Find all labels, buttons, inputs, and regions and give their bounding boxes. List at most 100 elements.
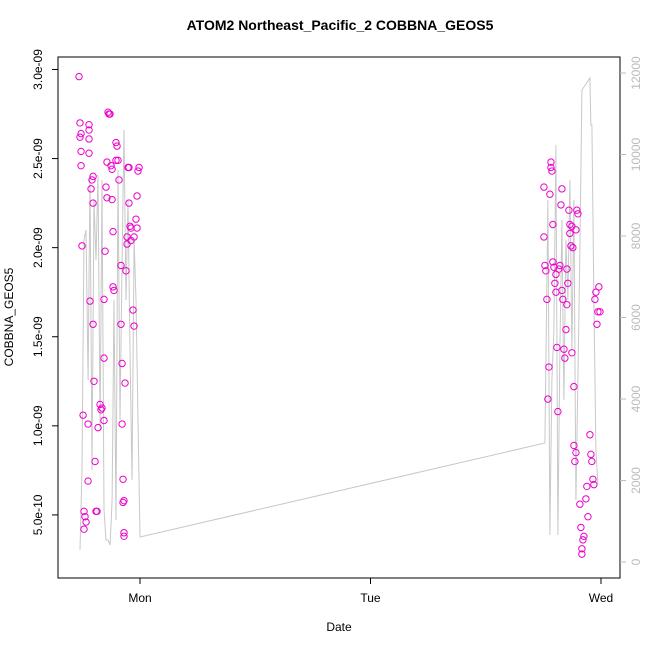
point [98,404,106,412]
point [121,379,129,387]
point [558,286,566,295]
point [85,121,93,129]
point [87,185,95,193]
point [561,354,569,362]
point [76,119,84,127]
point [101,247,109,255]
point [120,496,128,505]
point [578,550,586,558]
point [109,227,117,236]
point [572,226,580,234]
point [85,126,93,134]
point [75,72,83,81]
y2-tick-label: 8000 [629,222,643,249]
point [133,192,141,200]
x-tick-label: Tue [360,591,381,605]
point [77,147,85,156]
y-tick-label: 3.0e-09 [31,49,45,90]
y-tick-label: 2.5e-09 [31,138,45,179]
point [117,261,125,270]
point [114,156,122,165]
point [547,163,555,172]
point [110,286,118,295]
point [573,206,581,214]
point [93,507,101,516]
point [100,354,108,362]
point [546,190,554,198]
line [79,76,599,551]
point [555,265,563,273]
point [567,242,575,250]
point [88,176,96,184]
point [133,224,141,232]
point [120,532,128,541]
y2-tick-label: 4000 [629,385,643,412]
point [564,279,572,287]
point [86,297,94,305]
point [548,167,556,175]
point [118,359,126,368]
point [109,283,117,291]
point [106,110,114,118]
point [594,308,602,316]
point [130,322,138,330]
point [588,457,596,466]
point [549,220,557,229]
point [593,320,601,328]
point [132,215,140,223]
x-axis-label: Date [326,620,352,634]
point [589,475,597,483]
point [76,133,84,141]
point [568,349,576,357]
point [586,431,594,439]
point [125,199,133,207]
point [89,320,97,328]
y-tick-label: 2.0e-09 [31,227,45,268]
point [125,163,133,172]
point [556,261,564,270]
point [82,518,90,526]
point [100,416,108,425]
point [79,411,87,419]
point [596,308,604,316]
point [582,495,590,503]
point [584,513,592,521]
point [583,482,591,491]
point [542,267,550,275]
y2-tick-label: 12000 [629,56,643,90]
point [115,176,123,184]
y-tick-label: 5.0e-10 [31,494,45,535]
y2-tick-label: 0 [629,558,643,565]
point [134,167,142,175]
point [591,295,599,304]
y-tick-label: 1.5e-09 [31,316,45,357]
point [557,201,565,209]
point [572,448,580,457]
point [130,233,138,241]
point [570,441,578,450]
y2-tick-label: 6000 [629,304,643,331]
point [544,395,552,403]
point [107,161,115,170]
point [580,532,588,541]
point [81,513,89,521]
point [559,295,567,304]
point [108,165,116,173]
point [84,477,92,485]
point [100,295,108,304]
point [566,220,574,229]
point [96,400,104,409]
y-tick-label: 1.0e-09 [31,405,45,446]
point [541,261,549,270]
point [113,142,121,150]
point [549,258,557,266]
point [77,161,85,170]
point [119,475,127,483]
point [554,407,562,416]
point [78,242,86,250]
point [102,183,110,191]
y2-tick-label: 10000 [629,138,643,172]
point [566,229,574,238]
point [543,295,551,304]
